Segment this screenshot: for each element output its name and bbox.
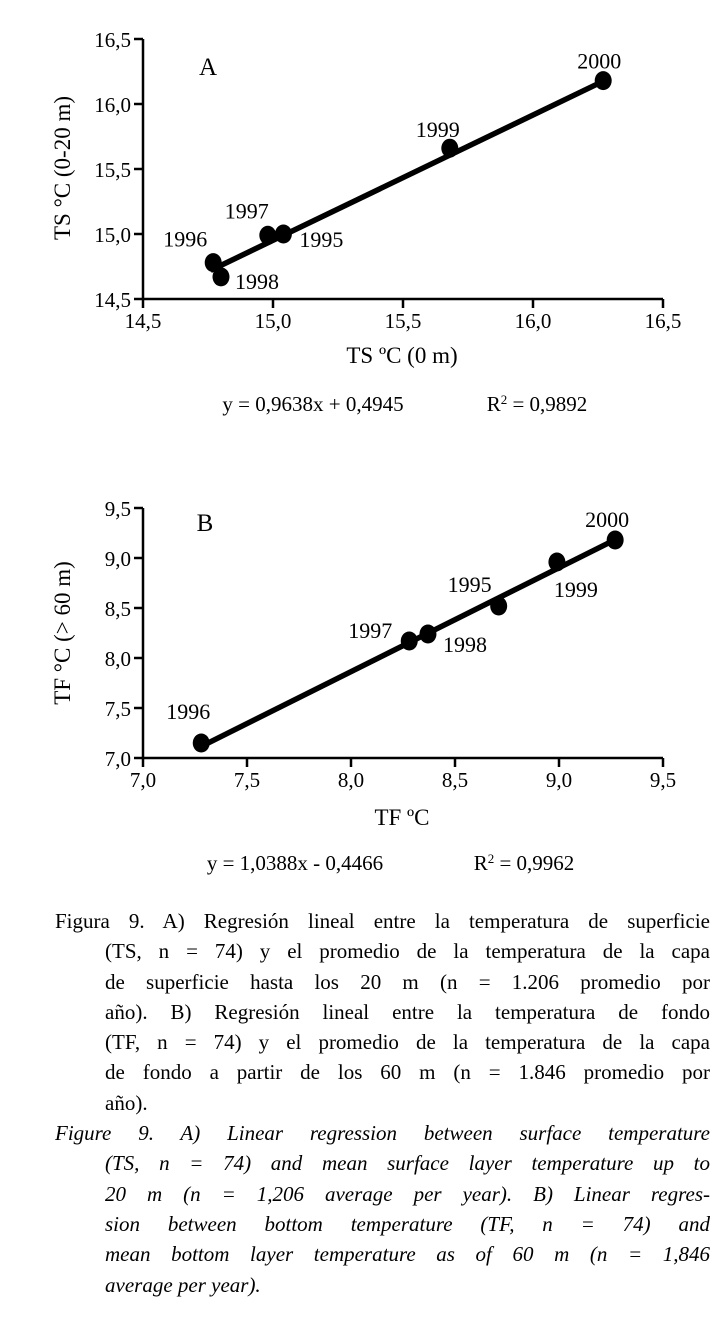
year-label-1996: 1996 (166, 699, 210, 724)
caption-line: de fondo a partir de los 60 m (n = 1.846… (105, 1060, 710, 1085)
r-squared-b-exponent: 2 (487, 851, 495, 866)
data-point-1998 (419, 624, 437, 644)
year-label-1999: 1999 (554, 577, 598, 602)
regression-equation-b: y = 1,0388x - 0,4466 (206, 851, 384, 875)
x-tick-label: 9,5 (650, 768, 676, 792)
figure-captions: Figura 9. A) Regresión lineal entre la t… (55, 906, 710, 1300)
caption-line: (TS, n = 74) y el promedio de la tempera… (105, 939, 710, 964)
year-label-1999: 1999 (416, 117, 460, 142)
caption-line: Figura 9. A) Regresión lineal entre la t… (55, 909, 710, 933)
data-point-2000 (606, 530, 624, 550)
caption-spanish: Figura 9. A) Regresión lineal entre la t… (55, 906, 710, 1118)
data-point-2000 (594, 71, 612, 91)
x-tick-label: 14,5 (125, 309, 162, 333)
year-label-2000: 2000 (585, 507, 629, 532)
data-point-1996 (192, 733, 210, 753)
year-label-1995: 1995 (448, 572, 492, 597)
data-point-1998 (212, 267, 230, 287)
y-tick-label: 14,5 (94, 288, 131, 312)
y-tick-label: 16,5 (94, 28, 131, 52)
year-label-1998: 1998 (235, 269, 279, 294)
r-squared-a: R2 = 0,9892 (487, 392, 588, 417)
r-squared-a-base: R (486, 392, 501, 416)
caption-line: Figure 9. A) Linear regression between s… (55, 1121, 710, 1146)
caption-line: (TF, n = 74) y el promedio de la tempera… (105, 1030, 710, 1055)
y-tick-label: 7,0 (105, 747, 131, 771)
chart-panel-a: 14,5 15,0 15,5 16,0 16,5 14,5 15,0 15,5 16,0 16,5… (50, 28, 681, 368)
x-axis-title: TS ºC (0 m) (346, 343, 457, 368)
y-tick-label: 15,5 (94, 158, 131, 182)
caption-line: año). (105, 1090, 148, 1115)
data-point-1999 (548, 552, 566, 572)
data-point-1997 (400, 631, 418, 651)
y-tick-label: 9,5 (105, 497, 131, 521)
x-tick-label: 9,0 (546, 768, 572, 792)
caption-line: average per year). (105, 1272, 261, 1297)
x-axis-title: TF ºC (374, 805, 429, 830)
panel-label-b: B (197, 510, 214, 537)
caption-line: de superficie hasta los 20 m (n = 1.206 … (105, 969, 710, 994)
data-point-1995 (490, 596, 508, 616)
x-tick-label: 16,0 (515, 309, 552, 333)
x-tick-label: 15,0 (255, 309, 292, 333)
y-axis-title: TF °C (> 60 m) (50, 561, 75, 705)
r-squared-b-value: = 0,9962 (494, 851, 575, 875)
year-label-1997: 1997 (225, 198, 269, 223)
data-point-1999 (441, 138, 459, 158)
caption-line: (TS, n = 74) and mean surface layer temp… (105, 1151, 710, 1176)
regression-equation-a: y = 0,9638x + 0,4945 (222, 392, 404, 416)
year-label-1998: 1998 (443, 632, 487, 657)
y-tick-label: 8,5 (105, 597, 131, 621)
caption-line: año). B) Regresión lineal entre la tempe… (105, 999, 710, 1024)
r-squared-a-value: = 0,9892 (507, 392, 588, 416)
x-tick-label: 7,5 (234, 768, 260, 792)
caption-line: 20 m (n = 1,206 average per year). B) Li… (105, 1181, 710, 1206)
y-axis-title: TS °C (0-20 m) (50, 96, 75, 240)
regression-line (209, 78, 605, 273)
year-label-1995: 1995 (299, 227, 343, 252)
y-tick-label: 7,5 (105, 697, 131, 721)
year-label-1997: 1997 (348, 618, 392, 643)
caption-english: Figure 9. A) Linear regression between s… (55, 1118, 710, 1300)
panel-label-a: A (199, 54, 217, 81)
caption-line: sion between bottom temperature (TF, n =… (105, 1211, 710, 1236)
r-squared-a-exponent: 2 (500, 392, 508, 407)
y-tick-label: 8,0 (105, 647, 131, 671)
r-squared-b: R2 = 0,9962 (474, 851, 575, 876)
year-label-1996: 1996 (163, 227, 207, 252)
x-tick-label: 7,0 (130, 768, 156, 792)
x-tick-label: 8,0 (338, 768, 364, 792)
chart-panel-b: 7,0 7,5 8,0 8,5 9,0 9,5 7,0 7,5 8,0 8,5 9,0 9,5 1995… (50, 497, 676, 830)
y-tick-label: 15,0 (94, 223, 131, 247)
data-point-1996 (204, 253, 222, 273)
y-tick-label: 9,0 (105, 547, 131, 571)
x-tick-label: 15,5 (385, 309, 422, 333)
charts-svg: 14,5 15,0 15,5 16,0 16,5 14,5 15,0 15,5 16,0 16,5… (50, 28, 681, 830)
x-tick-label: 8,5 (442, 768, 468, 792)
year-label-2000: 2000 (577, 49, 621, 74)
data-point-1997 (259, 225, 277, 245)
caption-line: mean bottom layer temperature as of 60 m… (105, 1242, 710, 1267)
data-point-1995 (274, 224, 292, 244)
x-tick-label: 16,5 (645, 309, 682, 333)
y-tick-label: 16,0 (94, 93, 131, 117)
r-squared-b-base: R (473, 851, 488, 875)
